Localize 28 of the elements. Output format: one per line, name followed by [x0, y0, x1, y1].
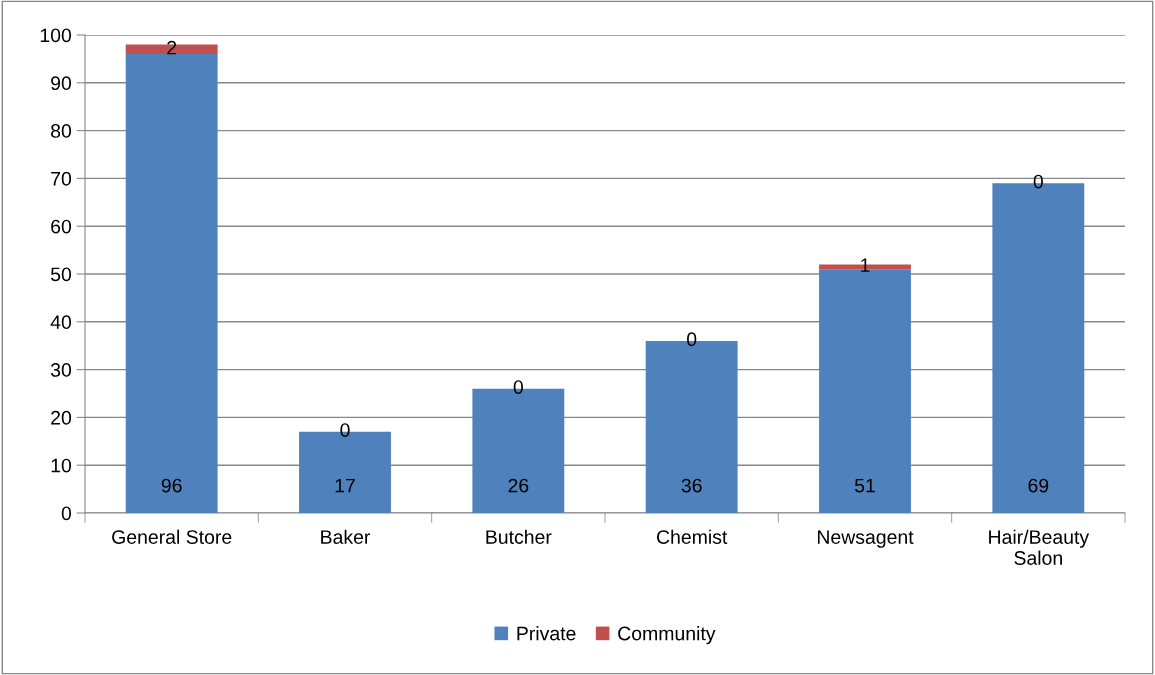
y-tick-label: 20	[51, 410, 72, 425]
x-tick-label: Chemist	[657, 529, 728, 544]
y-tick-label: 0	[61, 506, 72, 521]
x-tick-label: Hair/Beauty Salon	[989, 529, 1090, 565]
y-tick-label: 90	[51, 76, 72, 91]
data-label: 36	[681, 478, 702, 493]
legend-label: Community	[618, 626, 716, 645]
legend-label: Private	[517, 626, 576, 641]
y-tick-label: 30	[50, 363, 72, 377]
data-label: 2	[167, 40, 177, 55]
y-tick-label: 40	[50, 315, 72, 330]
x-tick-label: General Store	[112, 529, 232, 544]
data-label: 51	[854, 478, 875, 493]
data-label: 17	[335, 478, 355, 493]
y-tick-label: 100	[40, 28, 72, 43]
bar	[125, 54, 218, 513]
data-label: 96	[161, 478, 182, 493]
x-tick-label: Butcher	[486, 529, 552, 544]
y-tick-label: 60	[51, 219, 72, 234]
y-tick-label: 10	[51, 458, 72, 473]
data-label: 69	[1028, 478, 1049, 493]
data-label: 26	[508, 478, 529, 493]
y-tick-label: 50	[50, 267, 72, 282]
x-tick-label: Newsagent	[817, 530, 914, 548]
y-tick-label: 70	[51, 171, 72, 186]
y-tick-label: 80	[51, 124, 72, 138]
x-tick-label: Baker	[321, 529, 371, 544]
data-label: 0	[1033, 174, 1043, 189]
